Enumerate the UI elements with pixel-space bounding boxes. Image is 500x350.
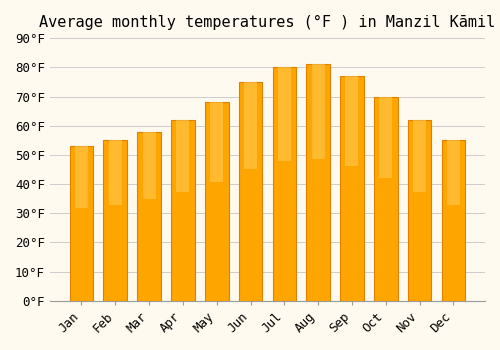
- Bar: [408, 120, 432, 301]
- Bar: [138, 132, 161, 301]
- Bar: [205, 102, 229, 301]
- Bar: [142, 132, 156, 199]
- Bar: [346, 76, 358, 166]
- Bar: [374, 97, 398, 301]
- Bar: [238, 82, 262, 301]
- Title: Average monthly temperatures (°F ) in Manzil Kāmil: Average monthly temperatures (°F ) in Ma…: [40, 15, 496, 30]
- Bar: [70, 146, 94, 301]
- Bar: [312, 64, 324, 159]
- Bar: [278, 67, 291, 161]
- Bar: [447, 140, 460, 204]
- Bar: [442, 140, 465, 301]
- Bar: [306, 64, 330, 301]
- Bar: [171, 120, 194, 301]
- Bar: [210, 102, 223, 182]
- Bar: [75, 146, 88, 208]
- Bar: [413, 120, 426, 192]
- Bar: [340, 76, 364, 301]
- Bar: [380, 97, 392, 178]
- Bar: [109, 140, 122, 204]
- Bar: [176, 120, 190, 192]
- Bar: [272, 67, 296, 301]
- Bar: [104, 140, 127, 301]
- Bar: [244, 82, 257, 169]
